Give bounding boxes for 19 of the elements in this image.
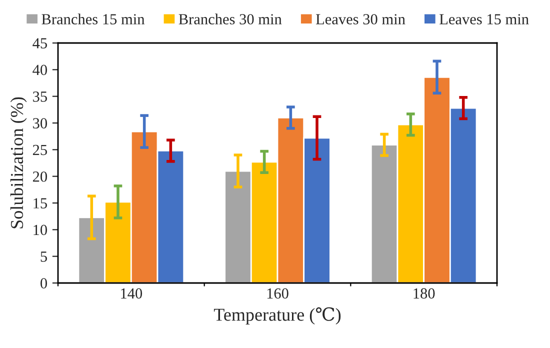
x-axis-title: Temperature (℃) [214,307,341,325]
y-tick-label: 30 [33,118,47,128]
y-tick-label: 25 [32,144,47,156]
x-tick-label: 160 [267,288,288,299]
x-tick-label: 180 [414,288,435,299]
y-tick-label: 40 [32,64,47,76]
y-tick-label: 5 [40,252,47,262]
legend-label: Branches 15 min [42,14,145,24]
legend-label: Leaves 30 min [316,14,406,24]
y-tick-label: 45 [32,38,47,48]
y-tick-label: 10 [34,224,47,236]
legend-label: Leaves 15 min [440,14,529,24]
y-tick-label: 35 [33,92,47,102]
y-tick-label: 20 [32,171,47,182]
legend-label: Branches 30 min [178,14,282,24]
y-tick-label: 15 [34,198,47,208]
y-tick-label: 0 [40,278,47,288]
x-tick-label: 140 [121,288,142,299]
y-axis-title: Solubilization (%) [10,97,27,228]
